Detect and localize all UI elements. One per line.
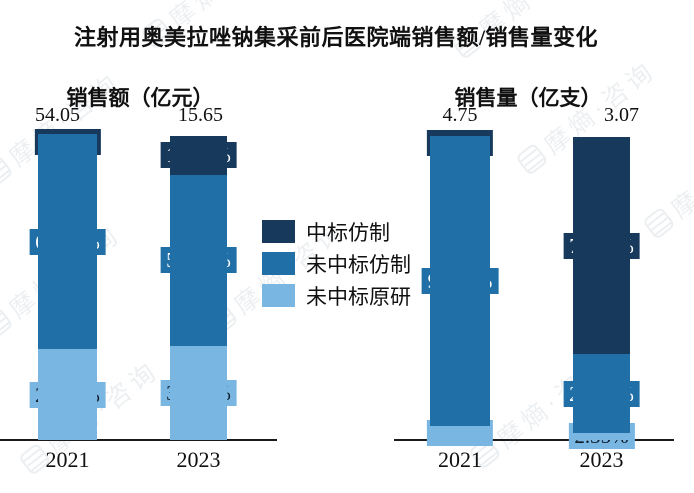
bar-2023-亿支 xyxy=(573,137,630,440)
x-axis-line xyxy=(394,439,674,441)
legend-swatch xyxy=(262,220,295,243)
legend-item: 未中标仿制 xyxy=(262,252,411,277)
watermark-logo-icon xyxy=(0,154,14,189)
group-title-sales-volume: 销售量（亿支） xyxy=(454,86,602,110)
category-label: 2023 xyxy=(176,447,221,472)
bar-segment-未中标仿制 xyxy=(573,354,630,433)
bar-segment-未中标原研 xyxy=(38,349,97,440)
bar-segment-未中标原研 xyxy=(430,426,490,440)
group-title-sales-amount: 销售额（亿元） xyxy=(66,86,214,110)
bar-total-value: 4.75 xyxy=(442,104,478,126)
legend-swatch xyxy=(262,252,295,275)
category-label: 2023 xyxy=(579,447,624,472)
legend-label: 未中标原研 xyxy=(306,284,411,309)
watermark-logo-icon xyxy=(515,142,549,177)
bar-total-value: 54.05 xyxy=(35,104,80,126)
watermark-logo-icon xyxy=(642,206,676,241)
chart-title: 注射用奥美拉唑钠集采前后医院端销售额/销售量变化 xyxy=(73,25,599,50)
watermark-text: 摩熵·咨询 xyxy=(667,120,694,225)
legend-label: 中标仿制 xyxy=(306,220,390,245)
bar-segment-未中标仿制 xyxy=(430,135,490,427)
category-label: 2021 xyxy=(438,447,482,472)
bar-total-value: 3.07 xyxy=(604,104,639,126)
legend-swatch xyxy=(262,284,295,307)
bar-segment-未中标仿制 xyxy=(38,134,97,350)
bar-segment-未中标原研 xyxy=(170,345,227,440)
bar-segment-中标仿制 xyxy=(38,132,97,135)
bar-segment-中标仿制 xyxy=(430,133,490,136)
legend-item: 中标仿制 xyxy=(262,220,411,245)
legend: 中标仿制未中标仿制未中标原研 xyxy=(262,220,411,316)
bar-segment-未中标仿制 xyxy=(170,174,227,346)
bar-2021-亿元 xyxy=(38,132,97,440)
watermark-logo-icon xyxy=(0,306,14,341)
bar-2021-亿支 xyxy=(430,133,490,440)
legend-label: 未中标仿制 xyxy=(306,252,411,277)
bar-segment-中标仿制 xyxy=(573,137,630,355)
bar-total-value: 15.65 xyxy=(178,104,223,126)
legend-item: 未中标原研 xyxy=(262,284,411,309)
x-axis-line xyxy=(0,439,277,441)
bar-segment-中标仿制 xyxy=(170,136,227,175)
category-label: 2021 xyxy=(45,447,90,472)
bar-2023-亿元 xyxy=(170,136,227,440)
bar-segment-未中标原研 xyxy=(573,432,630,440)
watermark: 摩熵·咨询 xyxy=(638,115,694,245)
